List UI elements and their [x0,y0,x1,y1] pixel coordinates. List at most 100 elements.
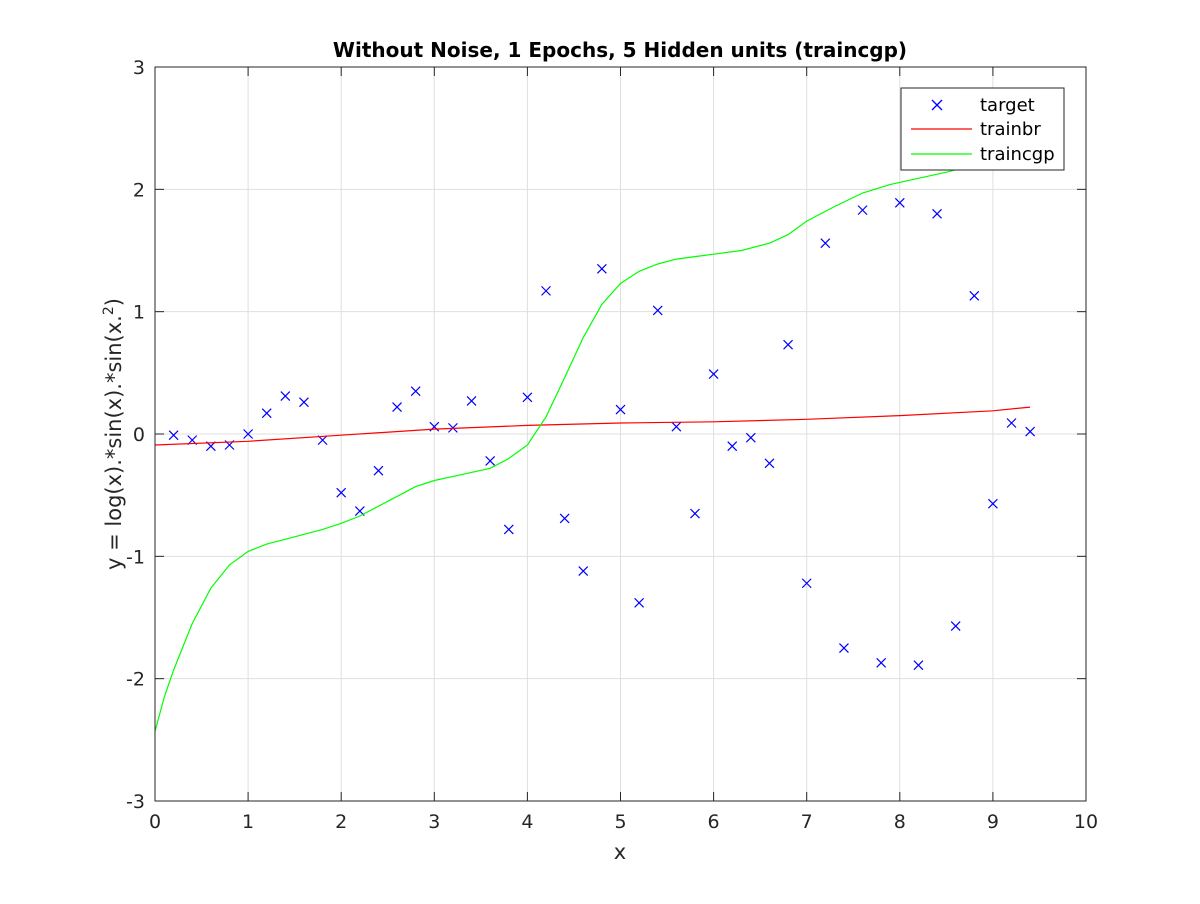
data-point-target [634,597,645,608]
axes [154,66,1087,802]
data-point-target [894,197,905,208]
data-point-target [745,432,756,443]
x-tick-label: 4 [521,811,533,833]
marker-stroke [652,305,663,316]
data-point-target [615,404,626,415]
marker-stroke [671,421,682,432]
marker-stroke [913,660,924,671]
marker-stroke [522,392,533,403]
legend-marker-target [931,99,943,111]
y-tick-label: -2 [126,669,145,691]
marker-stroke [820,238,831,249]
data-point-target [932,208,942,219]
marker-stroke [410,386,421,397]
marker-stroke [503,524,514,535]
data-point-target [261,408,272,419]
marker-stroke [708,369,719,379]
data-point-target [541,285,551,296]
marker-stroke [261,408,272,419]
marker-stroke [485,455,496,466]
data-point-target [690,508,700,519]
marker-stroke [615,404,626,415]
marker-stroke [839,643,849,654]
data-point-target [596,263,607,274]
y-tick-label: 0 [133,424,145,446]
data-point-target [299,397,309,408]
marker-stroke [690,508,700,519]
marker-stroke [466,396,477,406]
marker-stroke [969,290,980,301]
y-tick-label: -1 [126,546,145,568]
marker-stroke [634,597,645,608]
marker-stroke [168,430,179,441]
x-tick-label: 3 [428,811,440,833]
marker-stroke [876,657,887,668]
marker-stroke [392,402,402,413]
legend-label-traincgp: traincgp [980,144,1055,165]
marker-stroke [987,498,998,509]
data-point-target [1025,426,1036,437]
marker-stroke [317,435,328,446]
data-point-target [839,643,849,654]
marker-stroke [373,465,384,476]
data-point-target [1006,418,1017,428]
legend-label-target: target [980,95,1035,116]
marker-stroke [1025,426,1036,437]
data-point-target [876,657,887,668]
series-line-traincgp [155,133,1031,732]
marker-stroke [299,397,309,408]
data-point-target [522,392,533,403]
x-tick-label: 10 [1074,811,1098,833]
data-point-target [503,524,514,535]
marker-stroke [764,458,775,469]
marker-stroke [857,205,868,216]
x-axis-label: x [614,840,626,864]
data-point-target [783,339,794,350]
data-point-target [652,305,663,316]
data-point-target [559,513,570,524]
data-point-target [243,429,254,439]
y-axis-label-tail: ) [102,298,126,306]
data-point-target [168,430,179,441]
data-layer [155,133,1036,732]
marker-stroke [280,391,291,402]
chart-title: Without Noise, 1 Epochs, 5 Hidden units … [333,38,907,62]
y-axis-label-superscript: 2 [101,306,117,315]
data-point-target [578,566,589,576]
data-point-target [485,455,496,466]
data-point-target [708,369,719,379]
x-tick-label: 6 [708,811,720,833]
marker-stroke [354,506,365,516]
marker-stroke [783,339,794,350]
x-tick-label: 7 [801,811,813,833]
data-point-target [373,465,384,476]
marker-stroke [745,432,756,443]
x-tick-label: 0 [149,811,161,833]
data-point-target [280,391,291,402]
data-point-target [857,205,868,216]
marker-stroke [559,513,570,524]
marker-stroke [541,285,551,296]
data-point-target [950,621,961,631]
data-point-target [764,458,775,469]
marker-stroke [578,566,589,576]
y-axis-label: y = log(x).*sin(x).*sin(x.2) [101,298,126,570]
y-tick-label: -3 [126,791,145,813]
marker-stroke [336,487,347,498]
data-point-target [410,386,421,397]
data-point-target [820,238,831,249]
series-line-trainbr [155,406,1031,446]
marker-stroke [894,197,905,208]
marker-stroke [727,441,738,452]
data-point-target [969,290,980,301]
data-point-target [336,487,347,498]
data-point-target [913,660,924,671]
x-tick-label: 5 [614,811,626,833]
marker-stroke [950,621,961,631]
y-axis-label-main: y = log(x).*sin(x).*sin(x. [102,315,126,570]
x-tick-label: 2 [335,811,347,833]
data-point-target [392,402,402,413]
tick-labels: 0 1 2 3 4 5 6 7 8 9 10 -3 -2 -1 0 1 2 3 [126,57,1098,833]
data-point-target [727,441,738,452]
